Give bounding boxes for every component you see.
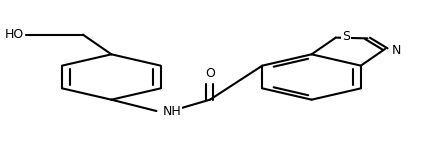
- Text: O: O: [205, 67, 215, 80]
- Text: HO: HO: [5, 28, 24, 41]
- Text: NH: NH: [163, 105, 181, 118]
- Text: S: S: [341, 30, 349, 43]
- Text: N: N: [390, 44, 400, 57]
